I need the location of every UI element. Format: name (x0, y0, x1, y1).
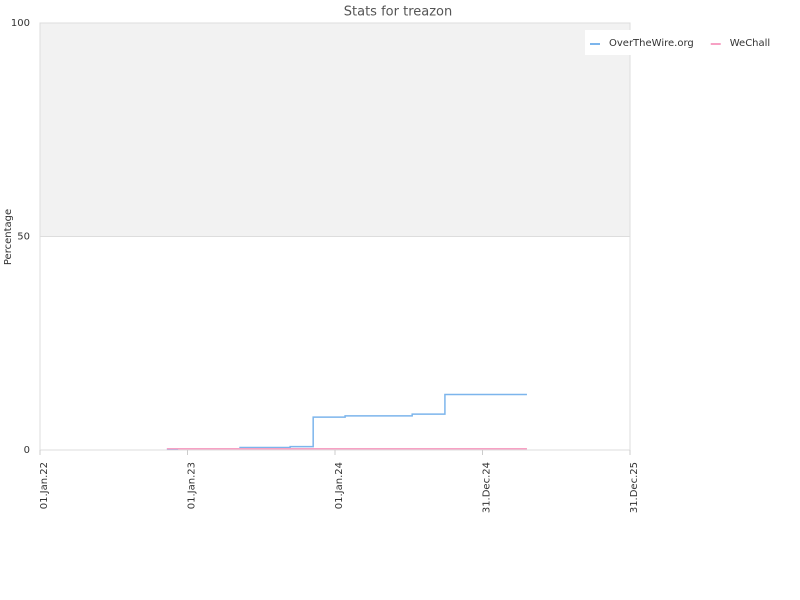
series-line (166, 393, 527, 450)
legend: OverTheWire.org WeChall (585, 30, 790, 55)
x-tick-label: 01.Jan.23 (187, 462, 198, 509)
grid-band (40, 23, 630, 237)
y-tick-label: 0 (24, 445, 30, 456)
x-tick-label: 31.Dec.24 (482, 462, 493, 513)
legend-label: WeChall (730, 38, 770, 49)
y-tick-label: 100 (11, 18, 30, 29)
legend-box (585, 30, 790, 55)
x-tick-label: 31.Dec.25 (629, 462, 640, 513)
legend-label: OverTheWire.org (609, 38, 694, 49)
y-tick-label: 50 (17, 232, 30, 243)
y-axis-label: Percentage (3, 209, 14, 265)
x-tick-label: 01.Jan.22 (39, 462, 50, 509)
chart-title: Stats for treazon (344, 5, 452, 20)
x-tick-label: 01.Jan.24 (334, 462, 345, 509)
